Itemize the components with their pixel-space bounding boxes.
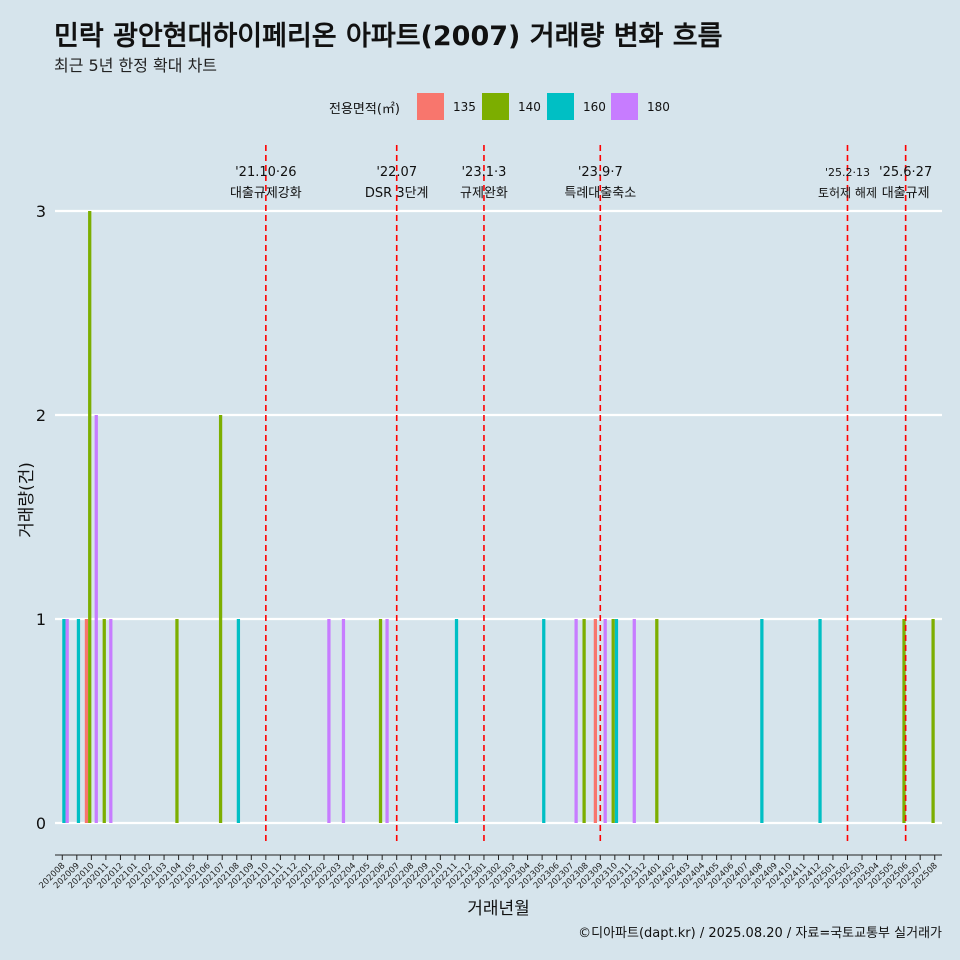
bar-160-202412 [818,619,822,823]
bar-180-202311 [632,619,636,823]
event-label-202506: 대출규제 [882,186,930,201]
legend-swatch-180 [611,93,638,120]
bar-180-202010 [94,415,98,823]
event-date-202110: '21.10·26 [235,165,296,180]
legend-swatch-140 [482,93,509,120]
y-tick-label: 1 [36,610,46,629]
bar-180-202008 [65,619,69,823]
legend-label-140: 140 [518,100,541,114]
bar-160-202108 [236,619,241,823]
legend: 전용면적(㎡) 135 140 160 180 [0,92,960,122]
event-date-202506: '25.6·27 [879,165,932,180]
legend-label-135: 135 [453,100,476,114]
event-label-202309: 특례대출축소 [564,186,636,201]
event-label-202110: 대출규제강화 [230,186,302,201]
event-label-202207: DSR 3단계 [365,186,429,201]
bar-140-202506 [902,619,906,823]
bar-140-202011 [102,619,106,823]
bar-135-202010 [84,619,89,823]
event-label-202502: 토허제 해제 [818,186,877,200]
bar-180-202011 [109,619,113,823]
y-tick-label: 0 [36,814,46,833]
y-axis-title: 거래량(건) [17,462,37,538]
x-axis-title: 거래년월 [467,899,530,919]
legend-swatch-135 [417,93,444,120]
chart-subtitle: 최근 5년 한정 확대 차트 [54,56,218,75]
event-label-202301: 규제완화 [460,186,508,201]
legend-label-160: 160 [583,100,606,114]
y-tick-label: 2 [36,406,46,425]
bar-160-202305 [542,619,546,823]
bar-180-202206 [385,619,389,823]
event-date-202309: '23.9·7 [578,165,623,180]
bar-160-202211 [454,619,459,823]
bar-160-202009 [76,619,81,823]
bar-160-202008 [62,619,66,823]
bar-140-202308 [582,619,586,823]
legend-title: 전용면적(㎡) [329,102,400,117]
bar-180-202203 [341,619,346,823]
source-caption: ©디아파트(dapt.kr) / 2025.08.20 / 자료=국토교통부 실… [578,926,942,941]
bar-180-202307 [574,619,578,823]
bar-140-202206 [378,619,383,823]
legend-swatch-160 [547,93,574,120]
bar-140-202310 [611,619,615,823]
bar-160-202310 [614,619,619,823]
event-date-202502: '25.2·13 [825,166,870,179]
bar-140-202508 [931,619,935,823]
legend-label-180: 180 [647,100,670,114]
bar-180-202309 [603,619,607,823]
chart-title: 민락 광안현대하이페리온 아파트(2007) 거래량 변화 흐름 [54,21,723,52]
bar-160-202408 [760,619,764,823]
bar-135-202309 [593,619,598,823]
event-date-202207: '22.07 [376,165,417,180]
bar-140-202104 [175,619,179,823]
bar-140-202107 [218,415,223,823]
bar-180-202202 [327,619,331,823]
bar-140-202401 [655,619,659,823]
bar-140-202010 [88,211,92,823]
y-tick-label: 3 [36,202,46,221]
event-date-202301: '23.1·3 [461,165,506,180]
